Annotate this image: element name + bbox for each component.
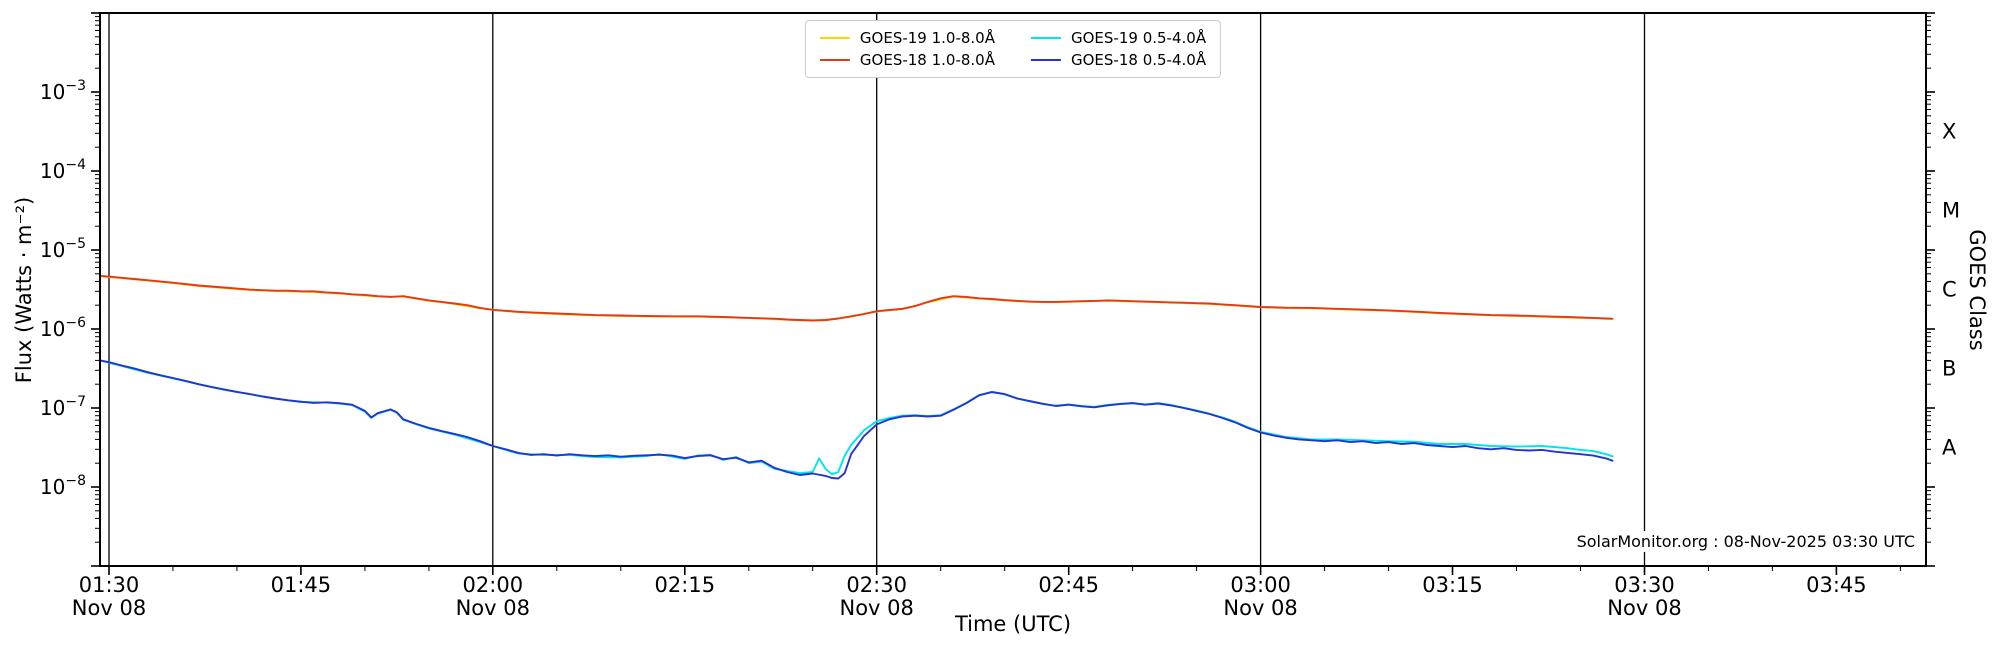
- legend-line-swatch: [1031, 37, 1061, 39]
- goes-class-letter: A: [1942, 436, 1957, 460]
- x-tick-label: 03:45: [1806, 573, 1867, 597]
- x-tick-label: 03:15: [1422, 573, 1483, 597]
- y-tick-label: 10−5: [40, 236, 86, 262]
- legend-line-swatch: [1031, 59, 1061, 61]
- x-tick-label: 02:45: [1038, 573, 1099, 597]
- legend: GOES-19 1.0-8.0Å GOES-18 1.0-8.0Å GOES-19 …: [804, 20, 1222, 78]
- series-line-goes-19-1-0-8-0: [99, 275, 1614, 322]
- x-tick-date-label: Nov 08: [1223, 596, 1297, 620]
- y-tick-label: 10−3: [40, 78, 86, 104]
- y-tick-label: 10−6: [40, 315, 86, 341]
- x-tick-label: 01:45: [271, 573, 332, 597]
- series-line-goes-19-0-5-4-0: [99, 359, 1614, 476]
- plot-border: [99, 12, 1927, 567]
- x-tick-label: 02:15: [655, 573, 716, 597]
- right-axis-title: GOES Class: [1965, 229, 1989, 351]
- legend-line-swatch: [819, 59, 850, 61]
- series-line-goes-18-1-0-8-0: [99, 274, 1614, 322]
- legend-line-swatch: [819, 37, 850, 39]
- legend-label: GOES-18 1.0-8.0Å: [859, 51, 995, 69]
- legend-label: GOES-19 1.0-8.0Å: [859, 29, 995, 47]
- y-tick-label: 10−8: [40, 473, 86, 499]
- x-tick-label: 02:00: [463, 573, 524, 597]
- legend-label: GOES-19 0.5-4.0Å: [1071, 29, 1207, 47]
- x-tick-label: 02:30: [846, 573, 907, 597]
- goes-class-letter: C: [1942, 278, 1957, 302]
- goes-class-letter: B: [1942, 357, 1956, 381]
- legend-label: GOES-18 0.5-4.0Å: [1071, 51, 1207, 69]
- x-tick-date-label: Nov 08: [456, 596, 530, 620]
- solarmonitor-watermark: SolarMonitor.org : 08-Nov-2025 03:30 UTC: [1571, 531, 1920, 552]
- legend-item-goes-19-0-5-4-0: GOES-19 0.5-4.0Å: [1031, 29, 1206, 47]
- x-tick-date-label: Nov 08: [72, 596, 146, 620]
- legend-item-goes-19-1-0-8-0: GOES-19 1.0-8.0Å: [819, 29, 995, 47]
- y-tick-label: 10−7: [40, 394, 86, 420]
- legend-item-goes-18-1-0-8-0: GOES-18 1.0-8.0Å: [819, 51, 995, 69]
- x-tick-label: 03:30: [1614, 573, 1675, 597]
- goes-class-letter: X: [1942, 120, 1956, 144]
- legend-item-goes-18-0-5-4-0: GOES-18 0.5-4.0Å: [1031, 51, 1206, 69]
- series-line-goes-18-0-5-4-0: [99, 359, 1614, 480]
- x-axis-title: Time (UTC): [954, 612, 1072, 636]
- goes-class-letter: M: [1942, 199, 1960, 223]
- x-tick-label: 01:30: [79, 573, 140, 597]
- y-tick-label: 10−4: [40, 157, 86, 183]
- x-tick-label: 03:00: [1230, 573, 1291, 597]
- x-tick-date-label: Nov 08: [1607, 596, 1681, 620]
- x-tick-date-label: Nov 08: [840, 596, 914, 620]
- y-axis-title: Flux (Watts · m⁻²): [12, 196, 36, 384]
